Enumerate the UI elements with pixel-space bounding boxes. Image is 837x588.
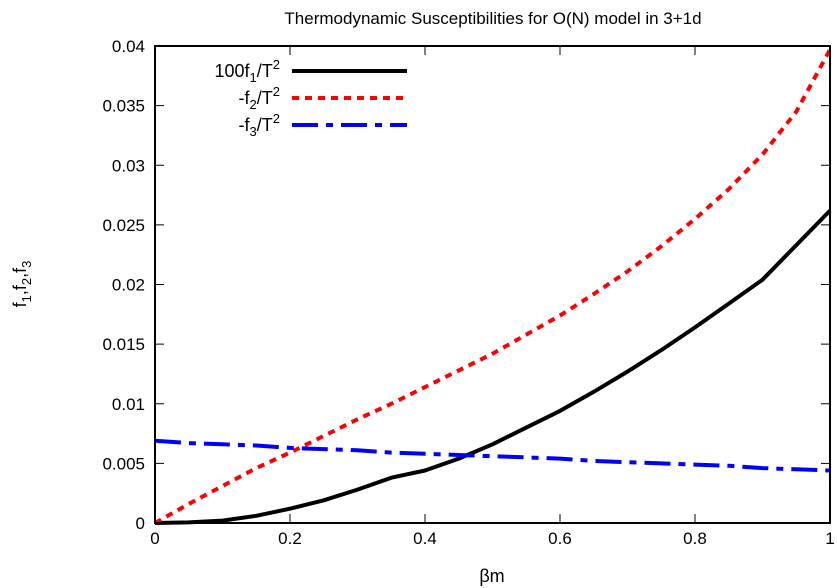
x-tick-label: 0.4 <box>413 529 437 548</box>
chart-title: Thermodynamic Susceptibilities for O(N) … <box>284 9 701 28</box>
series-line-3 <box>154 438 831 473</box>
x-tick-label: 0 <box>150 529 159 548</box>
x-tick-label: 0.8 <box>683 529 707 548</box>
y-tick-label: 0.01 <box>112 395 145 414</box>
x-axis-label: βm <box>479 566 504 586</box>
x-tick-label: 0.6 <box>548 529 572 548</box>
legend: 100f1/T2-f2/T2-f3/T2 <box>214 57 407 139</box>
plot-frame <box>154 45 831 524</box>
legend-label-2: -f2/T2 <box>239 84 280 112</box>
series-line-2 <box>154 48 832 525</box>
series-line-1 <box>154 209 832 525</box>
series-layer <box>154 48 832 525</box>
y-tick-label: 0 <box>136 514 145 533</box>
ticks: 0 0.2 0.4 0.6 0.8 1 0 0.005 0.01 0.015 0.02 0.025 0.… <box>102 37 834 548</box>
x-tick-label: 1 <box>825 529 834 548</box>
y-tick-label: 0.03 <box>112 156 145 175</box>
y-axis-label: f1,f2,f3 <box>10 261 34 308</box>
y-tick-label: 0.04 <box>112 37 145 56</box>
x-tick-label: 0.2 <box>278 529 302 548</box>
legend-label-3: -f3/T2 <box>239 111 280 139</box>
y-tick-label: 0.025 <box>102 216 145 235</box>
legend-label-1: 100f1/T2 <box>214 57 280 85</box>
y-tick-label: 0.015 <box>102 335 145 354</box>
y-tick-label: 0.02 <box>112 276 145 295</box>
y-tick-label: 0.005 <box>102 454 145 473</box>
y-tick-label: 0.035 <box>102 97 145 116</box>
